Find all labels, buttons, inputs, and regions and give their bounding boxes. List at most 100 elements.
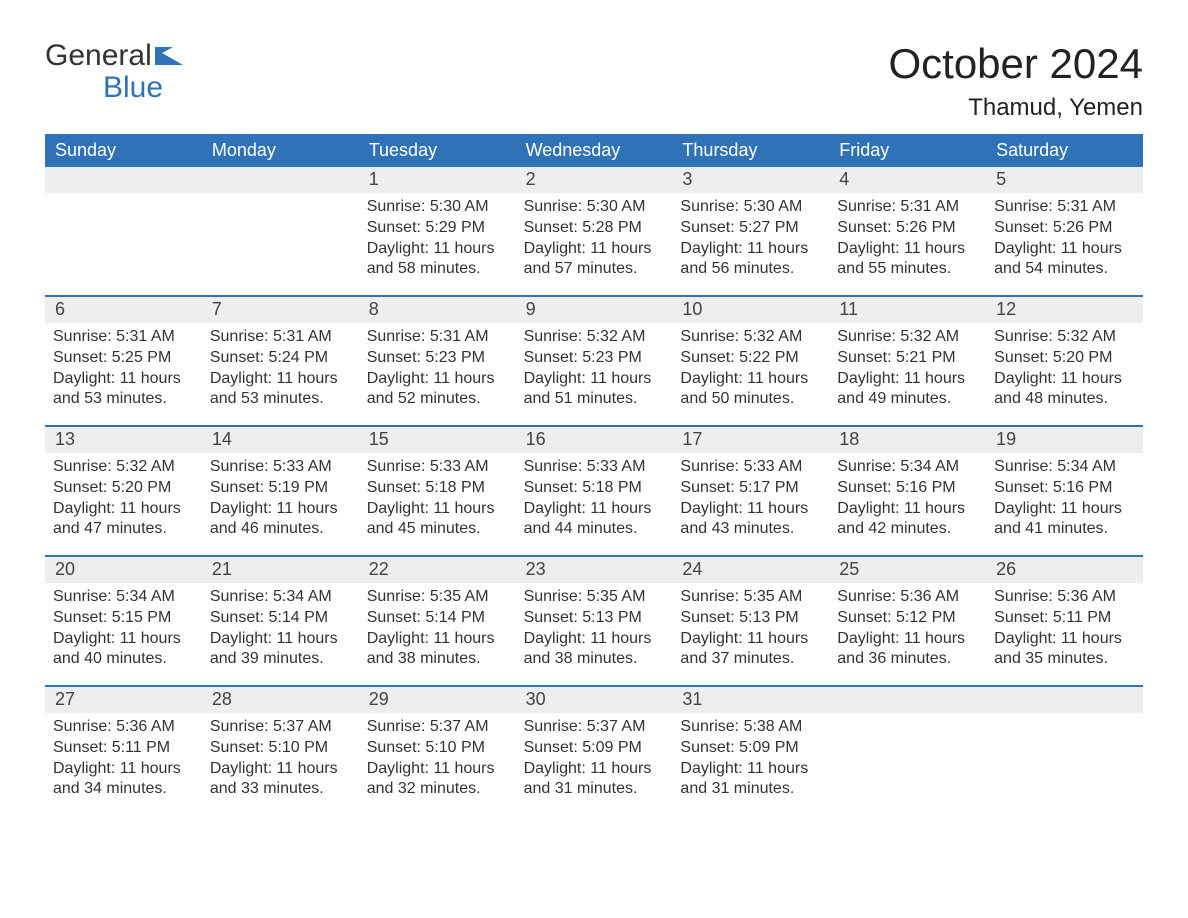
- day-details: Sunrise: 5:34 AMSunset: 5:16 PMDaylight:…: [986, 453, 1143, 550]
- daylight-text: Daylight: 11 hours and 51 minutes.: [524, 369, 665, 411]
- week-row: 1Sunrise: 5:30 AMSunset: 5:29 PMDaylight…: [45, 167, 1143, 295]
- day-cell: 30Sunrise: 5:37 AMSunset: 5:09 PMDayligh…: [516, 687, 673, 815]
- sunset-text: Sunset: 5:23 PM: [524, 348, 665, 369]
- day-details: Sunrise: 5:31 AMSunset: 5:23 PMDaylight:…: [359, 323, 516, 420]
- weekday-header: Friday: [829, 134, 986, 167]
- daylight-text: Daylight: 11 hours and 31 minutes.: [680, 759, 821, 801]
- day-details: Sunrise: 5:36 AMSunset: 5:11 PMDaylight:…: [986, 583, 1143, 680]
- day-number: 8: [359, 297, 516, 323]
- day-number: 10: [672, 297, 829, 323]
- day-cell: 25Sunrise: 5:36 AMSunset: 5:12 PMDayligh…: [829, 557, 986, 685]
- sunset-text: Sunset: 5:16 PM: [837, 478, 978, 499]
- daylight-text: Daylight: 11 hours and 46 minutes.: [210, 499, 351, 541]
- weekday-header: Saturday: [986, 134, 1143, 167]
- day-cell: 9Sunrise: 5:32 AMSunset: 5:23 PMDaylight…: [516, 297, 673, 425]
- month-title: October 2024: [888, 40, 1143, 88]
- sunset-text: Sunset: 5:18 PM: [367, 478, 508, 499]
- day-cell: 6Sunrise: 5:31 AMSunset: 5:25 PMDaylight…: [45, 297, 202, 425]
- day-details: Sunrise: 5:33 AMSunset: 5:18 PMDaylight:…: [359, 453, 516, 550]
- daylight-text: Daylight: 11 hours and 37 minutes.: [680, 629, 821, 671]
- day-number: 20: [45, 557, 202, 583]
- day-details: Sunrise: 5:31 AMSunset: 5:26 PMDaylight:…: [829, 193, 986, 290]
- day-details: Sunrise: 5:35 AMSunset: 5:13 PMDaylight:…: [516, 583, 673, 680]
- daylight-text: Daylight: 11 hours and 38 minutes.: [524, 629, 665, 671]
- daylight-text: Daylight: 11 hours and 50 minutes.: [680, 369, 821, 411]
- sunrise-text: Sunrise: 5:32 AM: [994, 327, 1135, 348]
- day-details: Sunrise: 5:30 AMSunset: 5:29 PMDaylight:…: [359, 193, 516, 290]
- day-cell: 5Sunrise: 5:31 AMSunset: 5:26 PMDaylight…: [986, 167, 1143, 295]
- sunrise-text: Sunrise: 5:30 AM: [680, 197, 821, 218]
- daylight-text: Daylight: 11 hours and 53 minutes.: [210, 369, 351, 411]
- sunset-text: Sunset: 5:19 PM: [210, 478, 351, 499]
- sunset-text: Sunset: 5:17 PM: [680, 478, 821, 499]
- day-cell: 21Sunrise: 5:34 AMSunset: 5:14 PMDayligh…: [202, 557, 359, 685]
- day-number: 11: [829, 297, 986, 323]
- sunset-text: Sunset: 5:11 PM: [994, 608, 1135, 629]
- day-details: Sunrise: 5:32 AMSunset: 5:20 PMDaylight:…: [45, 453, 202, 550]
- day-details: Sunrise: 5:30 AMSunset: 5:28 PMDaylight:…: [516, 193, 673, 290]
- sunrise-text: Sunrise: 5:35 AM: [367, 587, 508, 608]
- sunset-text: Sunset: 5:29 PM: [367, 218, 508, 239]
- week-row: 27Sunrise: 5:36 AMSunset: 5:11 PMDayligh…: [45, 685, 1143, 815]
- logo-text-bottom: Blue: [103, 72, 183, 104]
- day-cell: 2Sunrise: 5:30 AMSunset: 5:28 PMDaylight…: [516, 167, 673, 295]
- day-cell: 12Sunrise: 5:32 AMSunset: 5:20 PMDayligh…: [986, 297, 1143, 425]
- day-number: 26: [986, 557, 1143, 583]
- day-number: 22: [359, 557, 516, 583]
- day-details: Sunrise: 5:31 AMSunset: 5:26 PMDaylight:…: [986, 193, 1143, 290]
- sunset-text: Sunset: 5:11 PM: [53, 738, 194, 759]
- sunrise-text: Sunrise: 5:32 AM: [53, 457, 194, 478]
- weekday-header: Tuesday: [359, 134, 516, 167]
- day-cell: 22Sunrise: 5:35 AMSunset: 5:14 PMDayligh…: [359, 557, 516, 685]
- daylight-text: Daylight: 11 hours and 57 minutes.: [524, 239, 665, 281]
- daylight-text: Daylight: 11 hours and 32 minutes.: [367, 759, 508, 801]
- sunset-text: Sunset: 5:16 PM: [994, 478, 1135, 499]
- day-number: [829, 687, 986, 713]
- daylight-text: Daylight: 11 hours and 55 minutes.: [837, 239, 978, 281]
- sunset-text: Sunset: 5:10 PM: [210, 738, 351, 759]
- day-number: 1: [359, 167, 516, 193]
- day-number: 16: [516, 427, 673, 453]
- daylight-text: Daylight: 11 hours and 56 minutes.: [680, 239, 821, 281]
- day-cell: [45, 167, 202, 295]
- week-row: 13Sunrise: 5:32 AMSunset: 5:20 PMDayligh…: [45, 425, 1143, 555]
- day-number: 12: [986, 297, 1143, 323]
- day-cell: 15Sunrise: 5:33 AMSunset: 5:18 PMDayligh…: [359, 427, 516, 555]
- sunrise-text: Sunrise: 5:34 AM: [53, 587, 194, 608]
- weekday-header: Sunday: [45, 134, 202, 167]
- day-number: 27: [45, 687, 202, 713]
- sunrise-text: Sunrise: 5:38 AM: [680, 717, 821, 738]
- day-number: 15: [359, 427, 516, 453]
- day-number: 4: [829, 167, 986, 193]
- sunrise-text: Sunrise: 5:32 AM: [524, 327, 665, 348]
- flag-icon: [155, 43, 183, 65]
- weeks-container: 1Sunrise: 5:30 AMSunset: 5:29 PMDaylight…: [45, 167, 1143, 815]
- sunrise-text: Sunrise: 5:34 AM: [210, 587, 351, 608]
- daylight-text: Daylight: 11 hours and 34 minutes.: [53, 759, 194, 801]
- day-details: Sunrise: 5:32 AMSunset: 5:21 PMDaylight:…: [829, 323, 986, 420]
- daylight-text: Daylight: 11 hours and 48 minutes.: [994, 369, 1135, 411]
- day-details: Sunrise: 5:32 AMSunset: 5:20 PMDaylight:…: [986, 323, 1143, 420]
- daylight-text: Daylight: 11 hours and 43 minutes.: [680, 499, 821, 541]
- day-cell: 19Sunrise: 5:34 AMSunset: 5:16 PMDayligh…: [986, 427, 1143, 555]
- daylight-text: Daylight: 11 hours and 38 minutes.: [367, 629, 508, 671]
- day-details: Sunrise: 5:33 AMSunset: 5:17 PMDaylight:…: [672, 453, 829, 550]
- sunrise-text: Sunrise: 5:31 AM: [53, 327, 194, 348]
- daylight-text: Daylight: 11 hours and 58 minutes.: [367, 239, 508, 281]
- day-details: Sunrise: 5:37 AMSunset: 5:10 PMDaylight:…: [202, 713, 359, 810]
- day-cell: 4Sunrise: 5:31 AMSunset: 5:26 PMDaylight…: [829, 167, 986, 295]
- day-cell: 16Sunrise: 5:33 AMSunset: 5:18 PMDayligh…: [516, 427, 673, 555]
- location: Thamud, Yemen: [888, 94, 1143, 122]
- day-number: 3: [672, 167, 829, 193]
- day-details: Sunrise: 5:31 AMSunset: 5:24 PMDaylight:…: [202, 323, 359, 420]
- sunrise-text: Sunrise: 5:30 AM: [367, 197, 508, 218]
- daylight-text: Daylight: 11 hours and 44 minutes.: [524, 499, 665, 541]
- sunrise-text: Sunrise: 5:33 AM: [367, 457, 508, 478]
- day-number: [45, 167, 202, 193]
- weekday-header-row: Sunday Monday Tuesday Wednesday Thursday…: [45, 134, 1143, 167]
- sunrise-text: Sunrise: 5:32 AM: [680, 327, 821, 348]
- sunrise-text: Sunrise: 5:37 AM: [210, 717, 351, 738]
- day-cell: [829, 687, 986, 815]
- sunrise-text: Sunrise: 5:37 AM: [367, 717, 508, 738]
- day-details: Sunrise: 5:33 AMSunset: 5:18 PMDaylight:…: [516, 453, 673, 550]
